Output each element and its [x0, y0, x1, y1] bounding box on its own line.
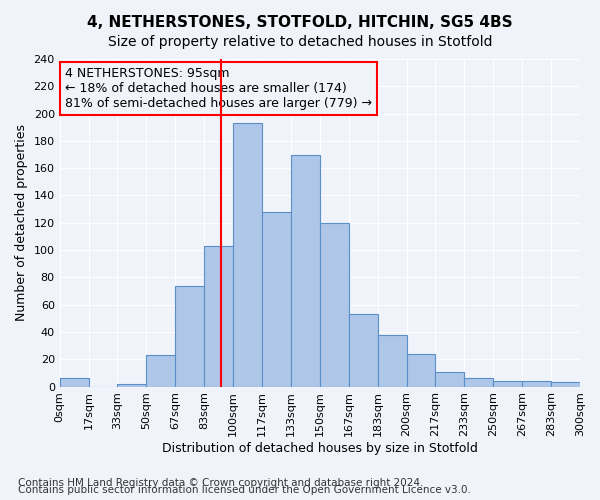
- Text: 4 NETHERSTONES: 95sqm
← 18% of detached houses are smaller (174)
81% of semi-det: 4 NETHERSTONES: 95sqm ← 18% of detached …: [65, 67, 372, 110]
- Bar: [204, 246, 233, 386]
- Bar: [493, 381, 522, 386]
- Bar: [407, 354, 436, 386]
- Bar: [464, 378, 493, 386]
- Bar: [377, 334, 407, 386]
- Bar: [291, 154, 320, 386]
- Bar: [59, 378, 89, 386]
- Y-axis label: Number of detached properties: Number of detached properties: [15, 124, 28, 322]
- Bar: [349, 314, 377, 386]
- Text: Contains public sector information licensed under the Open Government Licence v3: Contains public sector information licen…: [18, 485, 471, 495]
- Text: Contains HM Land Registry data © Crown copyright and database right 2024.: Contains HM Land Registry data © Crown c…: [18, 478, 424, 488]
- Bar: [522, 381, 551, 386]
- Bar: [262, 212, 291, 386]
- Text: 4, NETHERSTONES, STOTFOLD, HITCHIN, SG5 4BS: 4, NETHERSTONES, STOTFOLD, HITCHIN, SG5 …: [87, 15, 513, 30]
- Bar: [320, 223, 349, 386]
- Bar: [118, 384, 146, 386]
- Bar: [146, 355, 175, 386]
- Bar: [233, 123, 262, 386]
- Bar: [175, 286, 204, 386]
- X-axis label: Distribution of detached houses by size in Stotfold: Distribution of detached houses by size …: [162, 442, 478, 455]
- Bar: [436, 372, 464, 386]
- Bar: [551, 382, 580, 386]
- Text: Size of property relative to detached houses in Stotfold: Size of property relative to detached ho…: [108, 35, 492, 49]
